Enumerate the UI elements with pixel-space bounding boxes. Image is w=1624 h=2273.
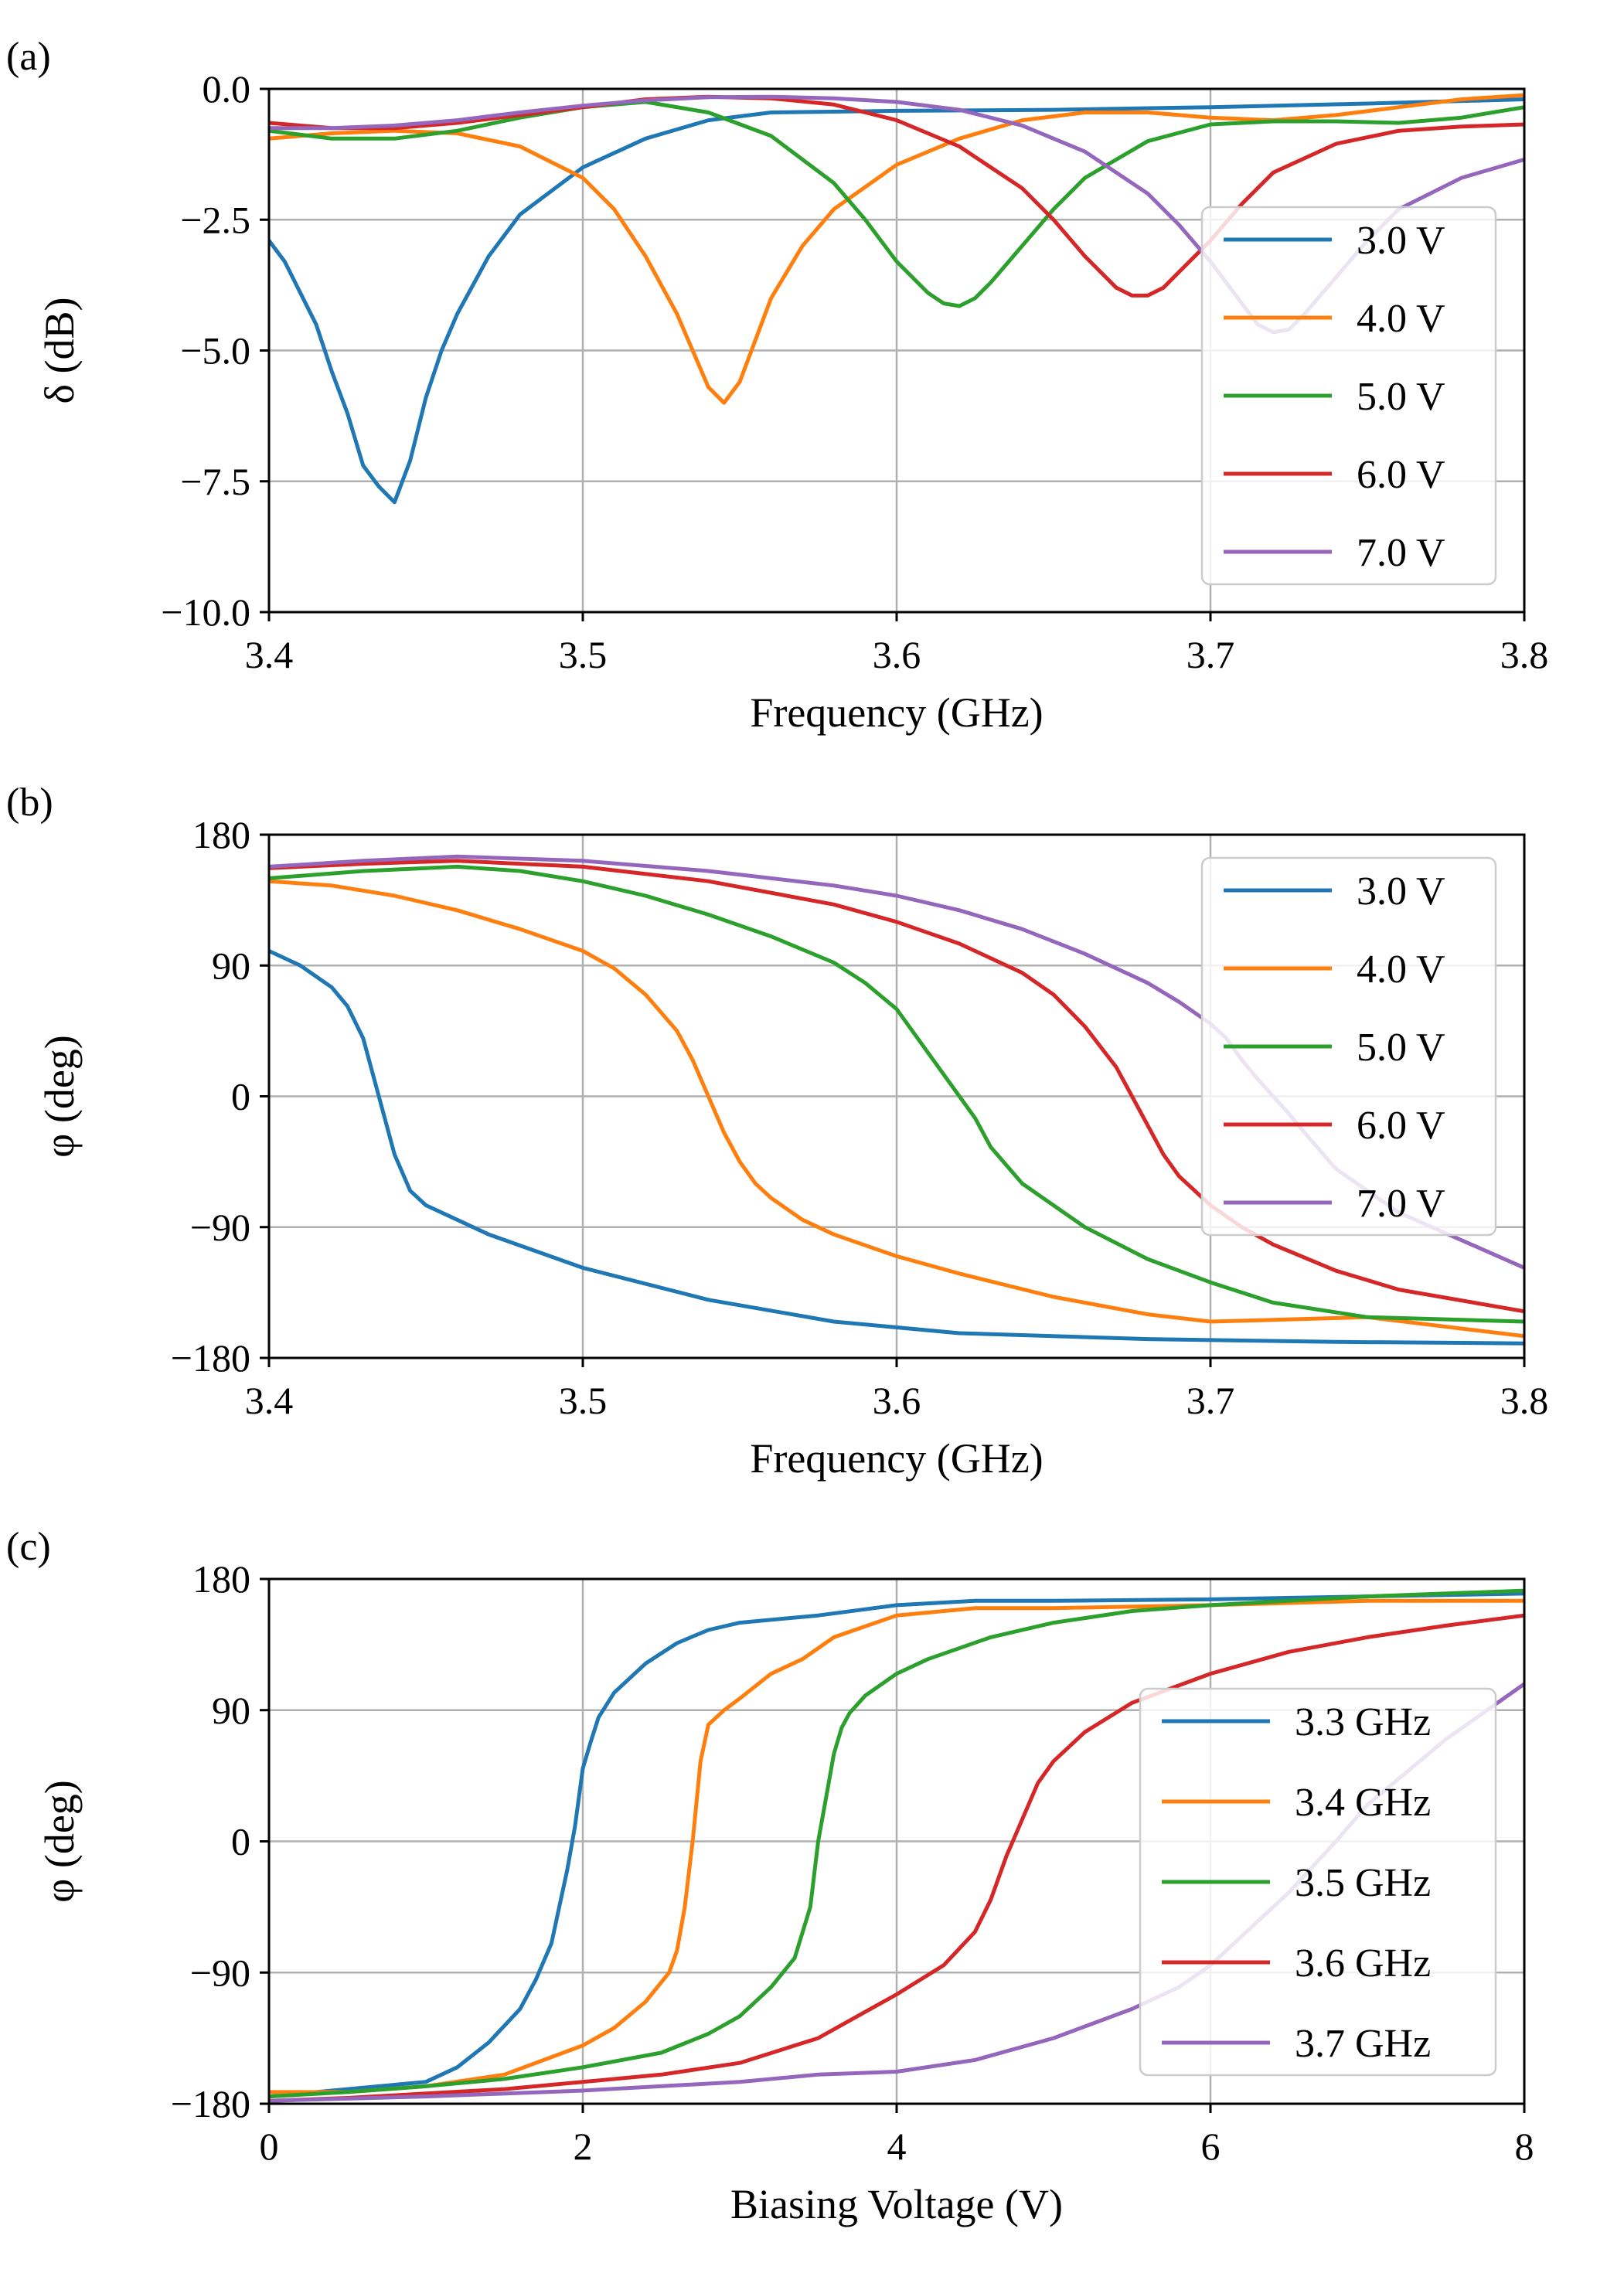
legend-label: 6.0 V [1357,453,1445,497]
legend-label: 6.0 V [1357,1104,1445,1148]
legend: 3.0 V 4.0 V 5.0 V 6.0 V 7.0 V [1200,206,1497,586]
series-line-4-0-v [269,879,1524,1339]
y-tick-label: −90 [190,1206,250,1249]
legend-label: 3.0 V [1357,219,1445,263]
panel-b: 3.4 3.5 3.6 3.7 3.8 180 90 0 −90 −180 Frequency (G… [6,781,1548,1482]
x-tick-label: 6 [1201,2125,1221,2168]
x-tick-label: 3.8 [1500,633,1549,676]
series-line-3-4-ghz [269,1598,1524,2094]
panel-label: (b) [6,781,53,825]
legend-label: 3.0 V [1357,869,1445,914]
panel-c: 0 2 4 6 8 180 90 0 −90 −180 Biasing Voltage (V) φ (… [6,1525,1534,2227]
legend-label: 4.0 V [1357,948,1445,992]
series-line-3-0-v [269,97,1524,505]
series-line-4-0-v [269,93,1524,405]
y-axis-label: δ (dB) [36,298,83,404]
y-tick-label: −2.5 [180,198,250,241]
y-axis-label: φ (deg) [36,1035,83,1158]
y-tick-label: 0 [231,1075,250,1118]
x-axis-label: Frequency (GHz) [750,689,1043,736]
x-tick-label: 3.4 [245,633,294,676]
x-tick-label: 2 [574,2125,593,2168]
y-tick-label: 0 [231,1820,250,1863]
series-line-3-5-ghz [269,1588,1524,2099]
legend-label: 4.0 V [1357,297,1445,341]
x-tick-label: 3.6 [873,1379,921,1422]
x-tick-label: 3.6 [873,633,921,676]
legend-box [1139,1687,1497,2077]
x-tick-label: 4 [887,2125,907,2168]
x-tick-label: 3.8 [1500,1379,1549,1422]
legend-label: 3.4 GHz [1295,1781,1431,1825]
y-tick-label: 180 [192,813,250,856]
legend-label: 7.0 V [1357,1182,1445,1226]
legend-label: 3.5 GHz [1295,1861,1431,1905]
y-tick-label: −10.0 [161,590,250,634]
series-line-6-0-v [269,94,1524,298]
panel-label: (c) [6,1525,51,1569]
series-line-3-6-ghz [269,1613,1524,2103]
legend-box [1200,206,1497,586]
legend-label: 5.0 V [1357,375,1445,419]
y-tick-label: −180 [171,2082,250,2125]
series-line-3-0-v [269,948,1524,1346]
legend-box [1200,856,1497,1237]
y-tick-label: −180 [171,1336,250,1380]
legend-label: 5.0 V [1357,1026,1445,1070]
series-line-3-3-ghz [269,1591,1524,2099]
y-tick-label: 90 [212,944,250,987]
y-tick-label: −90 [190,1951,250,1994]
panel-a: 3.4 3.5 3.6 3.7 3.8 0.0 −2.5 −5.0 −7.5 −10.0 Frequ… [6,35,1548,736]
y-tick-label: 90 [212,1689,250,1732]
x-tick-label: 0 [260,2125,279,2168]
y-tick-label: 180 [192,1557,250,1601]
x-axis-label: Biasing Voltage (V) [730,2181,1063,2227]
x-tick-label: 3.5 [559,633,608,676]
y-tick-label: −7.5 [180,460,250,503]
legend: 3.0 V 4.0 V 5.0 V 6.0 V 7.0 V [1200,856,1497,1237]
legend-label: 3.7 GHz [1295,2022,1431,2066]
panel-label: (a) [6,35,51,79]
x-tick-label: 8 [1515,2125,1534,2168]
x-tick-label: 3.4 [245,1379,294,1422]
y-tick-label: 0.0 [203,67,251,111]
x-tick-label: 3.5 [559,1379,608,1422]
legend-label: 3.6 GHz [1295,1941,1431,1985]
y-axis-label: φ (deg) [36,1780,83,1903]
x-tick-label: 3.7 [1187,633,1235,676]
x-axis-label: Frequency (GHz) [750,1435,1043,1482]
y-tick-label: −5.0 [180,329,250,373]
legend-label: 7.0 V [1357,531,1445,575]
series-line-5-0-v [269,864,1524,1324]
x-tick-label: 3.7 [1187,1379,1235,1422]
legend: 3.3 GHz 3.4 GHz 3.5 GHz 3.6 GHz 3.7 GHz [1139,1687,1497,2077]
legend-label: 3.3 GHz [1295,1700,1431,1744]
